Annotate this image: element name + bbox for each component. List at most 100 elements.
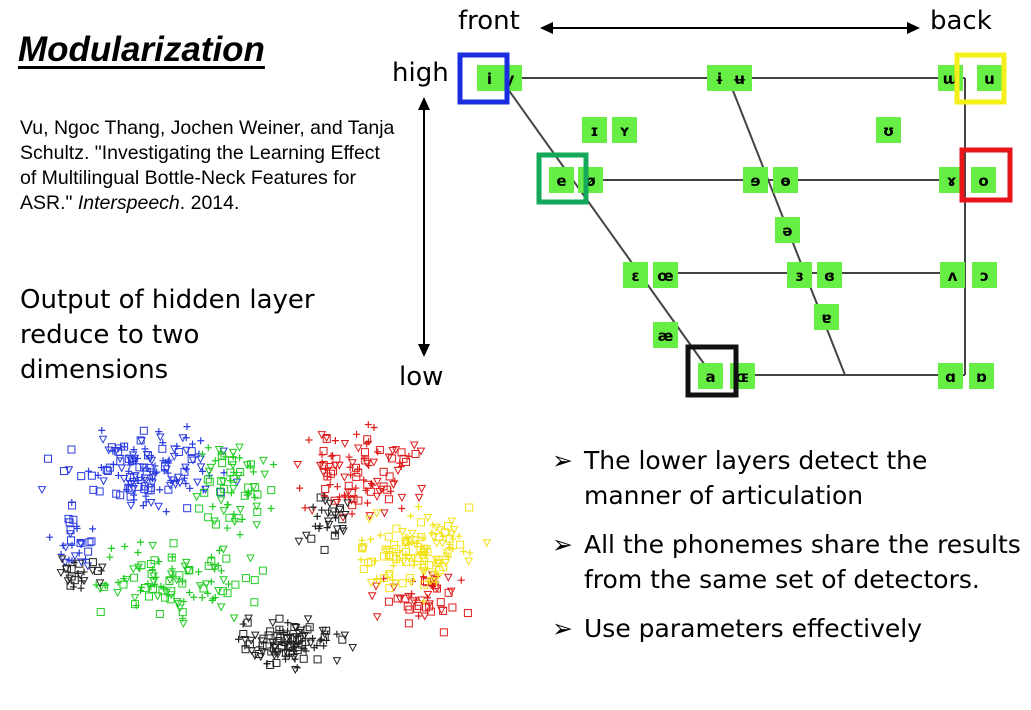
phoneme-cell (773, 167, 798, 193)
scatter-point (95, 487, 104, 496)
scatter-point (236, 531, 244, 539)
scatter-point (284, 627, 292, 635)
phoneme-symbol: ɤ (947, 172, 957, 190)
phoneme-reversed-e: ɘ (743, 167, 768, 193)
scatter-point (300, 631, 309, 640)
scatter-point (239, 629, 248, 638)
scatter-point (130, 573, 139, 582)
phoneme-symbol: ɜ (795, 267, 803, 285)
scatter-point (134, 482, 143, 491)
scatter-point (46, 533, 54, 541)
bullet-list: ➢ The lower layers detect the manner of a… (552, 443, 1022, 660)
scatter-point (384, 597, 393, 606)
phoneme-barred-o: ɵ (773, 167, 798, 193)
scatter-point (277, 642, 286, 651)
bullet-item: ➢ The lower layers detect the manner of a… (552, 443, 1022, 513)
phoneme-symbol: ɶ (736, 368, 750, 386)
phoneme-cell (653, 322, 678, 348)
scatter-point (179, 614, 187, 622)
scatter-point (320, 545, 329, 554)
scatter-point (182, 446, 191, 455)
scatter-point (341, 493, 349, 501)
scatter-point (249, 468, 257, 476)
scatter-point (84, 547, 93, 556)
scatter-point (432, 539, 442, 548)
scatter-point (383, 485, 392, 494)
scatter-point (227, 477, 235, 485)
scatter-point (268, 619, 278, 628)
scatter-point (320, 642, 328, 650)
scatter-point (439, 606, 448, 615)
phoneme-small-cap-y: ʏ (612, 117, 637, 143)
scatter-point (344, 488, 353, 497)
scatter-point (99, 477, 108, 486)
phoneme-symbol: ʊ (883, 122, 895, 140)
scatter-point (66, 526, 75, 535)
page-title: Modularization (18, 30, 265, 69)
scatter-point (216, 603, 226, 612)
scatter-point (186, 484, 194, 492)
scatter-point (435, 526, 445, 535)
front-label: front (458, 6, 520, 36)
scatter-point (200, 488, 209, 497)
scatter-point (385, 584, 394, 593)
scatter-point (214, 562, 222, 570)
scatter-point (429, 521, 437, 529)
scatter-point (367, 535, 375, 543)
scatter-point (57, 555, 67, 564)
bullet-text: Use parameters effectively (584, 614, 923, 643)
scatter-point (332, 498, 342, 508)
phoneme-cell (727, 65, 752, 91)
scatter-point (154, 502, 163, 511)
scatter-point (406, 536, 415, 545)
scatter-point (352, 484, 360, 492)
scatter-point (336, 493, 344, 501)
scatter-point (211, 457, 219, 465)
phoneme-cell (972, 262, 997, 288)
scatter-point (447, 517, 456, 526)
scatter-point (410, 557, 418, 565)
scatter-point (169, 452, 179, 461)
scatter-point (359, 565, 368, 574)
scatter-point (136, 565, 144, 573)
scatter-point (446, 587, 456, 596)
scatter-point (128, 565, 138, 574)
phoneme-cell (940, 262, 965, 288)
scatter-point (321, 464, 329, 472)
phoneme-turned-script-a: ɒ (969, 363, 994, 389)
scatter-point (465, 503, 474, 512)
scatter-point (183, 423, 191, 431)
scatter-point (229, 614, 239, 623)
scatter-point (327, 452, 335, 460)
scatter-point (167, 476, 177, 485)
back-arrowhead (907, 22, 920, 34)
scatter-point (223, 589, 232, 598)
scatter-point (192, 493, 201, 502)
scatter-point (122, 575, 132, 584)
scatter-point (328, 507, 337, 516)
phoneme-cell (969, 363, 994, 389)
scatter-point (100, 582, 109, 591)
scatter-point (182, 558, 191, 567)
scatter-point (80, 568, 88, 576)
scatter-point (349, 494, 358, 503)
scatter-point (88, 558, 97, 567)
scatter-point (361, 456, 370, 465)
scatter-point (333, 630, 341, 638)
scatter-point (123, 486, 131, 494)
scatter-point (358, 536, 366, 544)
scatter-point (121, 542, 129, 550)
scatter-point (75, 549, 83, 557)
scatter-point (482, 539, 492, 548)
scatter-point (182, 479, 190, 487)
phoneme-ae: æ (653, 322, 678, 348)
scatter-point (167, 587, 176, 596)
scatter-point (258, 566, 267, 575)
scatter-point (357, 556, 365, 564)
scatter-point (333, 483, 341, 491)
scatter-point (219, 447, 228, 456)
scatter-point (443, 548, 452, 557)
scatter-point (347, 471, 355, 479)
scatter-point (321, 492, 329, 500)
scatter-point (344, 481, 353, 490)
